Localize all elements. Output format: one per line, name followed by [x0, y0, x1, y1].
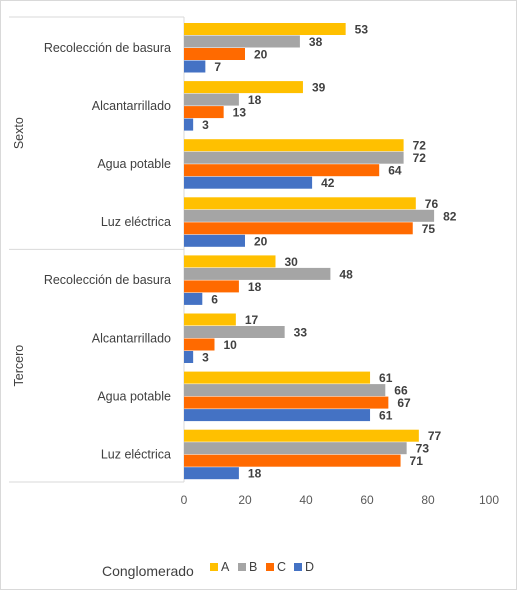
bar-a [184, 429, 419, 442]
category-label: Luz eléctrica [101, 447, 171, 461]
data-label-c: 13 [233, 106, 247, 120]
bar-b [184, 326, 285, 338]
data-label-d: 3 [202, 351, 209, 365]
group-label-tercero: Tercero [12, 345, 26, 387]
legend-swatch-c [266, 563, 274, 571]
bar-d [184, 176, 313, 189]
bar-d [184, 60, 206, 73]
data-label-d: 18 [248, 467, 262, 481]
x-tick-label: 20 [238, 493, 252, 507]
data-label-d: 3 [202, 118, 209, 132]
x-tick-label: 80 [421, 493, 435, 507]
bar-d [184, 351, 194, 363]
bar-d [184, 118, 194, 131]
bar-b [184, 93, 239, 106]
data-label-b: 72 [413, 151, 427, 165]
category-label: Recolección de basura [44, 41, 171, 55]
bar-b [184, 267, 331, 280]
data-label-c: 71 [410, 454, 424, 468]
legend-label-b: B [249, 560, 257, 574]
data-label-d: 42 [321, 176, 335, 190]
bar-c [184, 396, 389, 409]
x-tick-label: 40 [299, 493, 313, 507]
bar-d [184, 234, 245, 247]
bar-a [184, 81, 303, 94]
data-label-a: 30 [285, 255, 299, 269]
data-label-b: 82 [443, 209, 457, 223]
legend-title: Conglomerado [102, 563, 194, 579]
legend-swatch-a [210, 563, 218, 571]
bar-d [184, 409, 371, 422]
data-label-b: 66 [394, 384, 408, 398]
category-label: Agua potable [97, 157, 171, 171]
legend-swatch-b [238, 563, 246, 571]
data-label-d: 20 [254, 234, 268, 248]
bar-a [184, 255, 276, 268]
data-label-c: 64 [388, 164, 402, 178]
data-label-a: 61 [379, 371, 393, 385]
data-label-a: 77 [428, 429, 442, 443]
data-label-d: 7 [214, 60, 221, 74]
bar-b [184, 209, 435, 222]
category-label: Recolección de basura [44, 273, 171, 287]
data-label-d: 6 [211, 292, 218, 306]
group-label-sexto: Sexto [12, 117, 26, 149]
legend-label-d: D [305, 560, 314, 574]
bar-a [184, 197, 416, 210]
data-label-c: 67 [397, 396, 411, 410]
data-label-c: 75 [422, 222, 436, 236]
bar-a [184, 139, 404, 152]
bar-a [184, 23, 346, 35]
bar-b [184, 151, 404, 164]
bar-c [184, 280, 239, 293]
data-label-c: 18 [248, 280, 262, 294]
bar-a [184, 371, 371, 384]
data-label-d: 61 [379, 409, 393, 423]
x-tick-label: 100 [479, 493, 499, 507]
data-label-a: 39 [312, 81, 326, 95]
bar-b [184, 384, 386, 397]
category-label: Luz eléctrica [101, 215, 171, 229]
legend-label-a: A [221, 560, 230, 574]
bar-c [184, 106, 224, 119]
bar-c [184, 454, 401, 467]
bar-b [184, 442, 407, 455]
category-label: Agua potable [97, 389, 171, 403]
bar-c [184, 48, 245, 60]
data-label-b: 38 [309, 35, 323, 49]
data-label-a: 53 [355, 23, 369, 37]
data-label-c: 20 [254, 48, 268, 62]
bar-d [184, 292, 203, 305]
legend-label-c: C [277, 560, 286, 574]
data-label-a: 17 [245, 313, 259, 327]
category-label: Alcantarrillado [92, 99, 171, 113]
data-label-b: 18 [248, 93, 262, 107]
category-label: Alcantarrillado [92, 331, 171, 345]
data-label-b: 48 [339, 267, 353, 281]
bar-c [184, 222, 413, 235]
bar-b [184, 35, 300, 48]
bar-c [184, 164, 380, 177]
data-label-b: 33 [294, 326, 308, 340]
data-label-b: 73 [416, 442, 430, 456]
legend-swatch-d [294, 563, 302, 571]
data-label-c: 10 [224, 338, 238, 352]
bar-d [184, 467, 239, 480]
bar-a [184, 313, 236, 326]
x-tick-label: 60 [360, 493, 374, 507]
bar-c [184, 338, 215, 351]
data-label-a: 76 [425, 197, 439, 211]
data-label-a: 72 [413, 139, 427, 153]
x-tick-label: 0 [181, 493, 188, 507]
